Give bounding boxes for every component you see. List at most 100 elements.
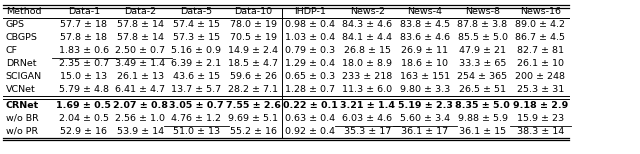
- Text: News-8: News-8: [465, 7, 500, 16]
- Text: 11.3 ± 6.0: 11.3 ± 6.0: [342, 85, 392, 94]
- Text: 83.8 ± 4.5: 83.8 ± 4.5: [400, 20, 450, 29]
- Text: 0.65 ± 0.3: 0.65 ± 0.3: [285, 72, 335, 81]
- Text: Data-2: Data-2: [124, 7, 156, 16]
- Text: 13.7 ± 5.7: 13.7 ± 5.7: [172, 85, 221, 94]
- Text: 84.3 ± 4.6: 84.3 ± 4.6: [342, 20, 392, 29]
- Text: 33.3 ± 65: 33.3 ± 65: [459, 59, 506, 68]
- Text: 36.1 ± 15: 36.1 ± 15: [459, 127, 506, 136]
- Text: 233 ± 218: 233 ± 218: [342, 72, 392, 81]
- Text: Method: Method: [6, 7, 41, 16]
- Text: 6.03 ± 4.6: 6.03 ± 4.6: [342, 114, 392, 123]
- Text: 36.1 ± 17: 36.1 ± 17: [401, 127, 449, 136]
- Text: 163 ± 151: 163 ± 151: [400, 72, 450, 81]
- Text: 3.49 ± 1.4: 3.49 ± 1.4: [115, 59, 165, 68]
- Text: 57.7 ± 18: 57.7 ± 18: [60, 20, 108, 29]
- Text: 78.0 ± 19: 78.0 ± 19: [230, 20, 277, 29]
- Text: 26.5 ± 51: 26.5 ± 51: [459, 85, 506, 94]
- Text: 200 ± 248: 200 ± 248: [515, 72, 565, 81]
- Text: 57.8 ± 14: 57.8 ± 14: [116, 20, 164, 29]
- Text: 0.98 ± 0.4: 0.98 ± 0.4: [285, 20, 335, 29]
- Text: 2.56 ± 1.0: 2.56 ± 1.0: [115, 114, 165, 123]
- Text: 28.2 ± 7.1: 28.2 ± 7.1: [228, 85, 278, 94]
- Text: 5.16 ± 0.9: 5.16 ± 0.9: [172, 46, 221, 55]
- Text: 53.9 ± 14: 53.9 ± 14: [116, 127, 164, 136]
- Text: 9.88 ± 5.9: 9.88 ± 5.9: [458, 114, 508, 123]
- Text: CBGPS: CBGPS: [6, 33, 38, 42]
- Text: 57.3 ± 15: 57.3 ± 15: [173, 33, 220, 42]
- Text: 57.4 ± 15: 57.4 ± 15: [173, 20, 220, 29]
- Text: CF: CF: [6, 46, 18, 55]
- Text: 26.9 ± 11: 26.9 ± 11: [401, 46, 449, 55]
- Text: 87.8 ± 3.8: 87.8 ± 3.8: [458, 20, 508, 29]
- Text: 6.39 ± 2.1: 6.39 ± 2.1: [172, 59, 221, 68]
- Text: 4.76 ± 1.2: 4.76 ± 1.2: [172, 114, 221, 123]
- Text: 26.8 ± 15: 26.8 ± 15: [344, 46, 391, 55]
- Text: 25.3 ± 31: 25.3 ± 31: [516, 85, 564, 94]
- Text: 2.04 ± 0.5: 2.04 ± 0.5: [59, 114, 109, 123]
- Text: GPS: GPS: [6, 20, 25, 29]
- Text: 6.41 ± 4.7: 6.41 ± 4.7: [115, 85, 165, 94]
- Text: 0.92 ± 0.4: 0.92 ± 0.4: [285, 127, 335, 136]
- Text: 59.6 ± 26: 59.6 ± 26: [230, 72, 277, 81]
- Text: Data-1: Data-1: [68, 7, 100, 16]
- Text: 1.03 ± 0.4: 1.03 ± 0.4: [285, 33, 335, 42]
- Text: w/o PR: w/o PR: [6, 127, 38, 136]
- Text: 8.35 ± 5.0: 8.35 ± 5.0: [455, 101, 510, 110]
- Text: 254 ± 365: 254 ± 365: [458, 72, 508, 81]
- Text: 86.7 ± 4.5: 86.7 ± 4.5: [515, 33, 565, 42]
- Text: News-16: News-16: [520, 7, 561, 16]
- Text: DRNet: DRNet: [6, 59, 36, 68]
- Text: 35.3 ± 17: 35.3 ± 17: [344, 127, 391, 136]
- Text: 3.21 ± 1.4: 3.21 ± 1.4: [340, 101, 395, 110]
- Text: 52.9 ± 16: 52.9 ± 16: [60, 127, 108, 136]
- Text: 47.9 ± 21: 47.9 ± 21: [459, 46, 506, 55]
- Text: 9.18 ± 2.9: 9.18 ± 2.9: [513, 101, 568, 110]
- Text: 0.63 ± 0.4: 0.63 ± 0.4: [285, 114, 335, 123]
- Text: 70.5 ± 19: 70.5 ± 19: [230, 33, 277, 42]
- Text: 18.0 ± 8.9: 18.0 ± 8.9: [342, 59, 392, 68]
- Text: SCIGAN: SCIGAN: [6, 72, 42, 81]
- Text: IHDP-1: IHDP-1: [294, 7, 326, 16]
- Text: 1.28 ± 0.7: 1.28 ± 0.7: [285, 85, 335, 94]
- Text: Data-5: Data-5: [180, 7, 212, 16]
- Text: 84.1 ± 4.4: 84.1 ± 4.4: [342, 33, 392, 42]
- Text: 57.8 ± 14: 57.8 ± 14: [116, 33, 164, 42]
- Text: 15.9 ± 23: 15.9 ± 23: [516, 114, 564, 123]
- Text: 38.3 ± 14: 38.3 ± 14: [516, 127, 564, 136]
- Text: Data-10: Data-10: [234, 7, 273, 16]
- Text: 82.7 ± 81: 82.7 ± 81: [516, 46, 564, 55]
- Text: CRNet: CRNet: [6, 101, 39, 110]
- Text: 1.69 ± 0.5: 1.69 ± 0.5: [56, 101, 111, 110]
- Text: 89.0 ± 4.2: 89.0 ± 4.2: [515, 20, 565, 29]
- Text: 83.6 ± 4.6: 83.6 ± 4.6: [400, 33, 450, 42]
- Text: 9.80 ± 3.3: 9.80 ± 3.3: [400, 85, 450, 94]
- Text: VCNet: VCNet: [6, 85, 35, 94]
- Text: News-2: News-2: [350, 7, 385, 16]
- Text: 5.19 ± 2.3: 5.19 ± 2.3: [397, 101, 452, 110]
- Text: 5.60 ± 3.4: 5.60 ± 3.4: [400, 114, 450, 123]
- Text: 9.69 ± 5.1: 9.69 ± 5.1: [228, 114, 278, 123]
- Text: 2.50 ± 0.7: 2.50 ± 0.7: [115, 46, 165, 55]
- Text: 55.2 ± 16: 55.2 ± 16: [230, 127, 277, 136]
- Text: 7.55 ± 2.6: 7.55 ± 2.6: [226, 101, 281, 110]
- Text: 5.79 ± 4.8: 5.79 ± 4.8: [59, 85, 109, 94]
- Text: 1.29 ± 0.4: 1.29 ± 0.4: [285, 59, 335, 68]
- Text: 51.0 ± 13: 51.0 ± 13: [173, 127, 220, 136]
- Text: 18.5 ± 4.7: 18.5 ± 4.7: [228, 59, 278, 68]
- Text: w/o BR: w/o BR: [6, 114, 38, 123]
- Text: 2.07 ± 0.8: 2.07 ± 0.8: [113, 101, 168, 110]
- Text: 43.6 ± 15: 43.6 ± 15: [173, 72, 220, 81]
- Text: 0.79 ± 0.3: 0.79 ± 0.3: [285, 46, 335, 55]
- Text: 14.9 ± 2.4: 14.9 ± 2.4: [228, 46, 278, 55]
- Text: News-4: News-4: [408, 7, 442, 16]
- Text: 15.0 ± 13: 15.0 ± 13: [60, 72, 108, 81]
- Text: 26.1 ± 10: 26.1 ± 10: [516, 59, 564, 68]
- Text: 57.8 ± 18: 57.8 ± 18: [60, 33, 108, 42]
- Text: 26.1 ± 13: 26.1 ± 13: [116, 72, 164, 81]
- Text: 3.05 ± 0.7: 3.05 ± 0.7: [169, 101, 224, 110]
- Text: 1.83 ± 0.6: 1.83 ± 0.6: [59, 46, 109, 55]
- Text: 2.35 ± 0.7: 2.35 ± 0.7: [59, 59, 109, 68]
- Text: 0.22 ± 0.1: 0.22 ± 0.1: [283, 101, 338, 110]
- Text: 18.6 ± 10: 18.6 ± 10: [401, 59, 449, 68]
- Text: 85.5 ± 5.0: 85.5 ± 5.0: [458, 33, 508, 42]
